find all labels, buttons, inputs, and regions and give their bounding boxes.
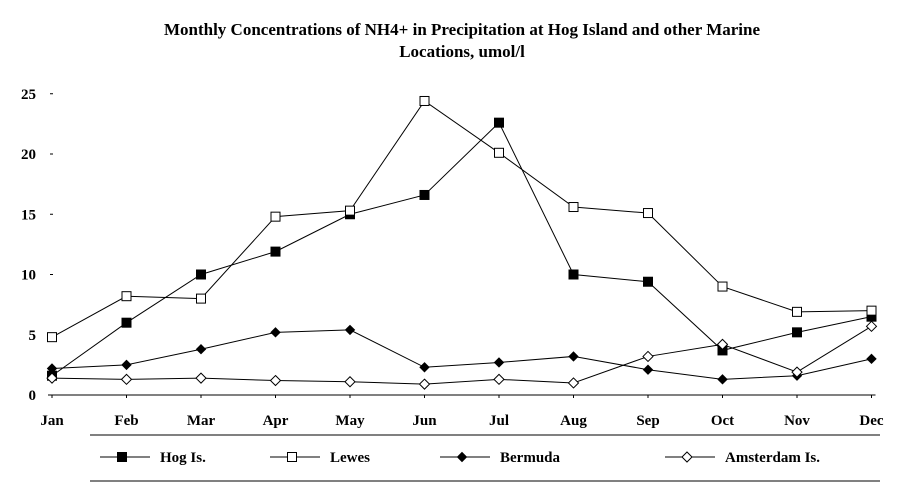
y-tick-label: 5 — [29, 328, 37, 344]
x-tick-label: Aug — [560, 413, 587, 429]
series-line — [51, 329, 872, 380]
data-point — [642, 364, 654, 375]
legend-marker — [456, 451, 468, 463]
x-tick-label: Sep — [636, 413, 659, 429]
data-point — [568, 202, 579, 213]
series-3 — [46, 320, 878, 390]
x-tick-label: Oct — [711, 413, 734, 429]
x-tick-label: Nov — [784, 413, 810, 429]
data-point — [196, 293, 206, 304]
data-point — [344, 324, 356, 336]
x-tick-label: Mar — [187, 413, 216, 429]
data-point — [792, 327, 802, 338]
legend: Hog Is. Lewes Bermuda Amsterdam Is. — [90, 434, 880, 482]
x-tick-label: Feb — [114, 413, 138, 429]
series-0 — [47, 117, 877, 381]
data-point — [121, 291, 132, 302]
data-point — [120, 373, 133, 386]
legend-label: Hog Is. — [160, 450, 206, 466]
series-layer — [46, 95, 878, 390]
data-point — [196, 269, 206, 280]
data-point — [121, 317, 132, 328]
series-2 — [46, 324, 877, 385]
legend-item: Hog Is. — [100, 450, 206, 466]
y-tick-label: 20 — [21, 147, 36, 163]
legend-item: Amsterdam Is. — [665, 450, 820, 466]
data-point — [866, 305, 877, 316]
x-tick-label: Jul — [489, 413, 509, 429]
series-line — [51, 100, 872, 338]
x-tick-label: Dec — [859, 413, 883, 429]
data-point — [270, 211, 281, 222]
data-point — [643, 276, 653, 287]
axes: 0 5 10 15 20 25 Jan Feb Mar Apr May Jun Jul Aug Sep Oct… — [21, 87, 884, 429]
data-point — [792, 306, 802, 317]
data-point — [568, 351, 579, 362]
chart-title-line-1: Monthly Concentrations of NH4+ in Precip… — [164, 20, 760, 39]
x-tick-label: Apr — [263, 413, 289, 429]
data-point — [419, 189, 430, 200]
data-point — [195, 372, 207, 384]
data-point — [568, 269, 579, 280]
data-point — [270, 246, 281, 257]
data-point — [791, 366, 803, 378]
data-point — [494, 117, 504, 128]
data-point — [717, 281, 728, 292]
y-tick-label: 10 — [21, 268, 36, 284]
data-point — [493, 373, 505, 386]
series-1 — [47, 95, 877, 343]
data-point — [493, 357, 505, 368]
y-tick-label: 25 — [21, 87, 36, 103]
data-point — [121, 359, 132, 371]
series-line — [51, 121, 872, 377]
x-tick-label: May — [335, 413, 365, 429]
legend-label: Lewes — [330, 450, 370, 466]
y-tick-label: 15 — [21, 207, 36, 223]
legend-label: Amsterdam Is. — [725, 450, 820, 466]
data-point — [494, 147, 504, 158]
legend-marker — [117, 452, 127, 462]
data-point — [419, 362, 430, 373]
data-point — [716, 338, 729, 351]
data-point — [418, 378, 431, 390]
series-line — [51, 325, 872, 385]
chart-title-line-2: Locations, umol/l — [399, 42, 525, 61]
data-point — [866, 353, 877, 365]
data-point — [717, 374, 728, 385]
data-point — [47, 332, 57, 343]
data-point — [567, 377, 580, 389]
data-point — [344, 376, 356, 388]
legend-item: Lewes — [270, 450, 370, 466]
data-point — [865, 320, 878, 333]
data-point — [642, 350, 654, 363]
data-point — [270, 327, 281, 338]
legend-label: Bermuda — [500, 450, 561, 466]
data-point — [269, 374, 282, 387]
data-point — [643, 208, 653, 219]
data-point — [419, 95, 430, 106]
x-tick-label: Jan — [40, 413, 64, 429]
data-point — [46, 372, 58, 384]
x-tick-label: Jun — [412, 413, 437, 429]
legend-item: Bermuda — [440, 450, 561, 466]
legend-marker — [287, 452, 297, 462]
y-tick-label: 0 — [29, 388, 37, 404]
data-point — [345, 205, 355, 216]
data-point — [195, 344, 207, 355]
legend-marker — [681, 451, 693, 463]
